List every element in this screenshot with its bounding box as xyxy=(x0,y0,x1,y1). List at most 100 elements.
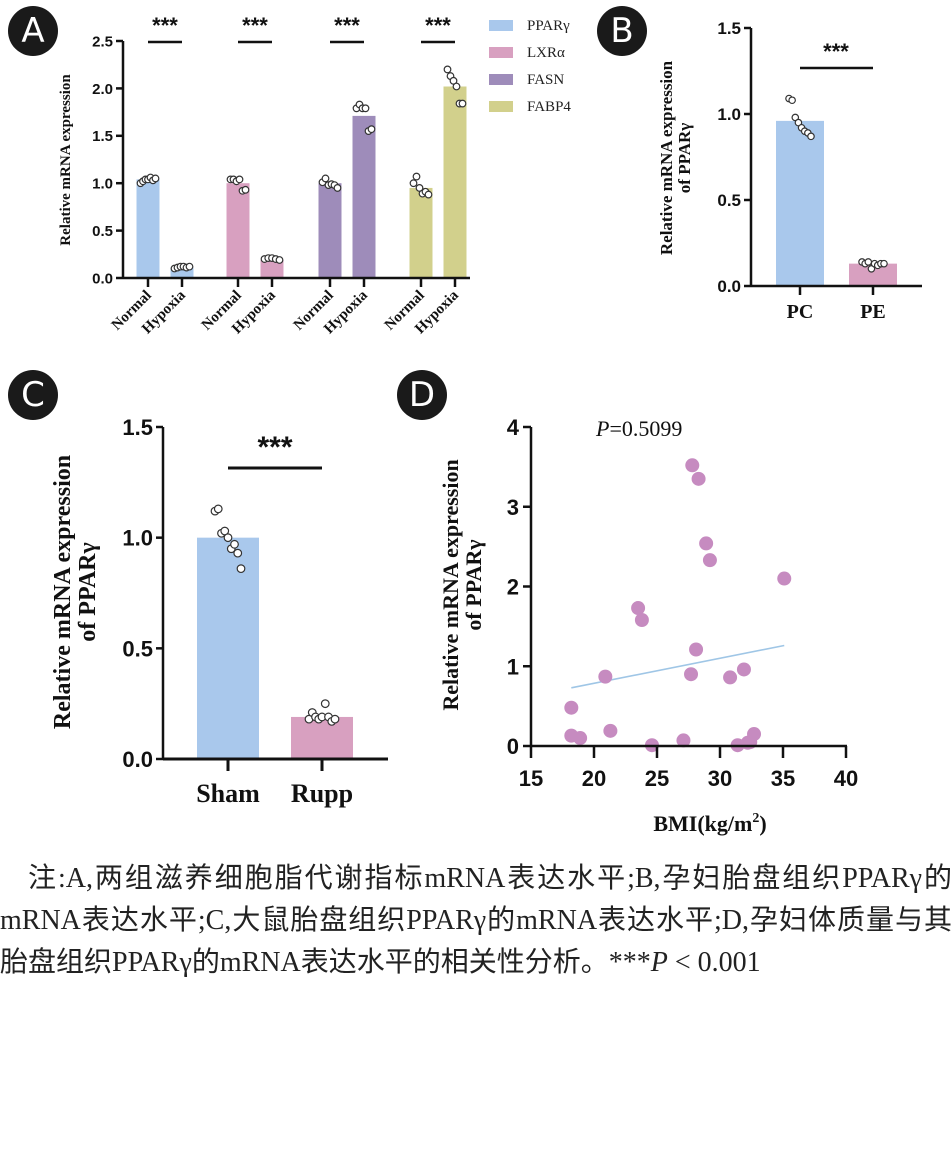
bar-b-PC xyxy=(776,120,824,286)
y-axis-label-b-line: Relative mRNA expression xyxy=(657,60,676,255)
x-axis-label-tail: ) xyxy=(759,811,766,836)
y-axis-label-c-line: Relative mRNA expression xyxy=(50,455,76,729)
x-axis-label-main: BMI(kg/m xyxy=(653,811,752,836)
data-point-a xyxy=(443,65,452,74)
c-y-tick-label: 0.5 xyxy=(122,636,153,661)
data-point-d xyxy=(777,571,792,586)
x-tick-label-d: 40 xyxy=(834,766,858,791)
panel-label-a: A xyxy=(8,6,58,56)
data-point-a xyxy=(424,190,433,199)
b-y-tick-label: 0.0 xyxy=(717,277,741,296)
b-y-tick-label: 1.5 xyxy=(717,19,741,38)
a-y-tick-label: 2.0 xyxy=(92,81,113,98)
data-point-a xyxy=(412,172,421,181)
y-tick-label-d: 3 xyxy=(507,495,519,520)
caption-body: 注:A,两组滋养细胞脂代谢指标mRNA表达水平;B,孕妇胎盘组织PPARγ的mR… xyxy=(0,863,952,978)
legend-swatch-PPARγ xyxy=(489,20,513,31)
x-tick-label-b: PE xyxy=(860,301,886,323)
data-point-d xyxy=(603,723,618,738)
data-point-b xyxy=(807,132,815,141)
figure: Normal Hypoxia *** Normal Hypoxia *** Normal Hy… xyxy=(8,6,922,836)
data-point-a xyxy=(409,179,418,188)
legend-swatch-FABP4 xyxy=(489,101,513,112)
x-tick-label-b: PC xyxy=(787,301,814,323)
significance-stars-a: *** xyxy=(242,13,268,38)
data-point-c xyxy=(330,714,340,724)
bar-c-Sham xyxy=(197,537,259,759)
legend-label: PPARγ xyxy=(527,18,570,34)
y-axis-label-c: Relative mRNA expressionof PPARγ xyxy=(50,455,101,729)
data-point-a xyxy=(321,174,330,183)
data-point-c xyxy=(230,539,239,549)
panel-label-c: C xyxy=(8,370,58,420)
data-point-d xyxy=(631,601,646,616)
y-axis-label-c-line: of PPARγ xyxy=(75,542,101,641)
y-axis-label-b: Relative mRNA expressionof PPARγ xyxy=(657,60,694,255)
data-point-c xyxy=(213,504,223,514)
data-point-c xyxy=(233,548,243,558)
bar-c-Rupp xyxy=(291,716,353,759)
b-y-tick-label: 0.5 xyxy=(717,191,741,210)
data-point-d xyxy=(676,733,691,748)
data-point-d xyxy=(634,612,649,627)
bar-a-FABP4-Hypoxia xyxy=(443,86,467,278)
data-point-d xyxy=(699,536,714,551)
x-axis-label-d: BMI(kg/m2) xyxy=(653,811,766,836)
data-point-d xyxy=(564,700,579,715)
figure-canvas: NormalHypoxia***NormalHypoxia***NormalHy… xyxy=(50,13,922,836)
data-point-c xyxy=(320,699,330,709)
a-y-tick-label: 0.5 xyxy=(92,223,113,240)
legend-label: FABP4 xyxy=(527,99,571,115)
caption-p-threshold: < 0.001 xyxy=(667,947,761,978)
data-point-b xyxy=(880,259,888,268)
figure-caption: 注:A,两组滋养细胞脂代谢指标mRNA表达水平;B,孕妇胎盘组织PPARγ的mR… xyxy=(0,858,952,984)
c-y-tick-label: 1.0 xyxy=(122,526,153,551)
y-axis-label-d-line: of PPARγ xyxy=(461,539,486,630)
data-point-d xyxy=(689,642,704,657)
data-point-c xyxy=(236,564,246,574)
data-point-a xyxy=(367,125,376,134)
data-point-a xyxy=(458,99,467,108)
data-point-a xyxy=(241,185,250,194)
c-y-tick-label: 1.5 xyxy=(122,415,153,440)
x-tick-label-d: 20 xyxy=(582,766,606,791)
x-tick-label-d: 15 xyxy=(519,766,543,791)
a-y-tick-label: 1.5 xyxy=(92,128,113,145)
legend-swatch-FASN xyxy=(489,74,513,85)
y-axis-label-b-line: of PPARγ xyxy=(675,123,694,193)
x-tick-label-c: Sham xyxy=(196,779,260,808)
x-tick-label-d: 30 xyxy=(708,766,732,791)
y-axis-label-a-line: Relative mRNA expression xyxy=(58,74,74,246)
data-point-b xyxy=(788,96,796,105)
data-point-a xyxy=(452,82,461,91)
bar-a-FABP4-Normal xyxy=(409,187,433,278)
data-point-d xyxy=(723,670,738,685)
significance-stars-a: *** xyxy=(334,13,360,38)
data-point-c xyxy=(223,533,233,543)
bar-a-PPARγ-Normal xyxy=(136,179,160,278)
data-point-d xyxy=(702,553,717,568)
p-value-annotation-d: P=0.5099 xyxy=(595,416,682,441)
data-point-d xyxy=(747,727,762,742)
significance-stars-b: *** xyxy=(823,39,849,64)
c-y-tick-label: 0.0 xyxy=(122,747,153,772)
b-y-tick-label: 1.0 xyxy=(717,105,741,124)
data-point-d xyxy=(685,458,700,473)
y-tick-label-d: 0 xyxy=(507,734,519,759)
data-point-a xyxy=(333,184,342,192)
data-point-a xyxy=(235,175,244,184)
y-axis-label-a: Relative mRNA expression xyxy=(58,74,74,246)
y-axis-label-d: Relative mRNA expressionof PPARγ xyxy=(438,459,486,710)
data-point-b xyxy=(864,258,873,266)
legend-label: FASN xyxy=(527,72,564,88)
y-axis-label-d-line: Relative mRNA expression xyxy=(438,459,463,710)
x-tick-label-d: 25 xyxy=(645,766,669,791)
x-axis-label-sup: 2 xyxy=(752,811,759,826)
y-tick-label-d: 2 xyxy=(507,575,519,600)
caption-text: 注:A,两组滋养细胞脂代谢指标mRNA表达水平;B,孕妇胎盘组织PPARγ的mR… xyxy=(0,858,952,984)
bar-a-LXRα-Normal xyxy=(226,183,250,278)
significance-stars-c: *** xyxy=(257,431,292,464)
bar-b-PE xyxy=(849,263,897,286)
data-point-d xyxy=(573,731,588,746)
data-point-d xyxy=(736,662,751,677)
